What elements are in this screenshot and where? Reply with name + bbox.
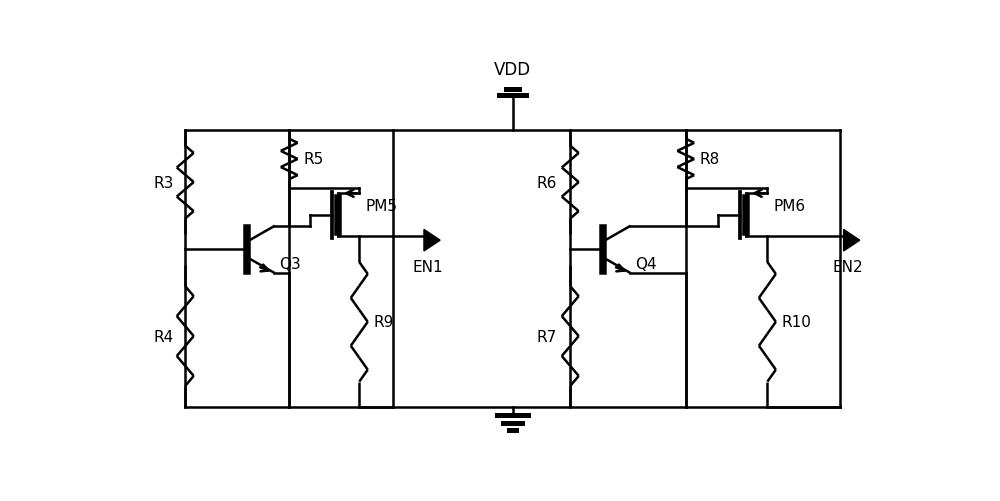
- Text: PM5: PM5: [365, 198, 397, 213]
- Text: PM6: PM6: [774, 198, 806, 213]
- Text: EN1: EN1: [412, 260, 443, 275]
- Text: R8: R8: [700, 152, 720, 167]
- Text: R10: R10: [781, 315, 811, 330]
- Text: R3: R3: [153, 175, 174, 190]
- Text: VDD: VDD: [494, 61, 531, 79]
- Text: R6: R6: [536, 175, 556, 190]
- Text: EN2: EN2: [832, 260, 863, 275]
- Polygon shape: [424, 230, 440, 252]
- Text: Q3: Q3: [279, 257, 301, 271]
- Text: R9: R9: [373, 315, 394, 330]
- Text: R7: R7: [536, 329, 556, 344]
- Text: Q4: Q4: [635, 257, 657, 271]
- Text: R5: R5: [303, 152, 323, 167]
- Text: R4: R4: [153, 329, 174, 344]
- Polygon shape: [844, 230, 860, 252]
